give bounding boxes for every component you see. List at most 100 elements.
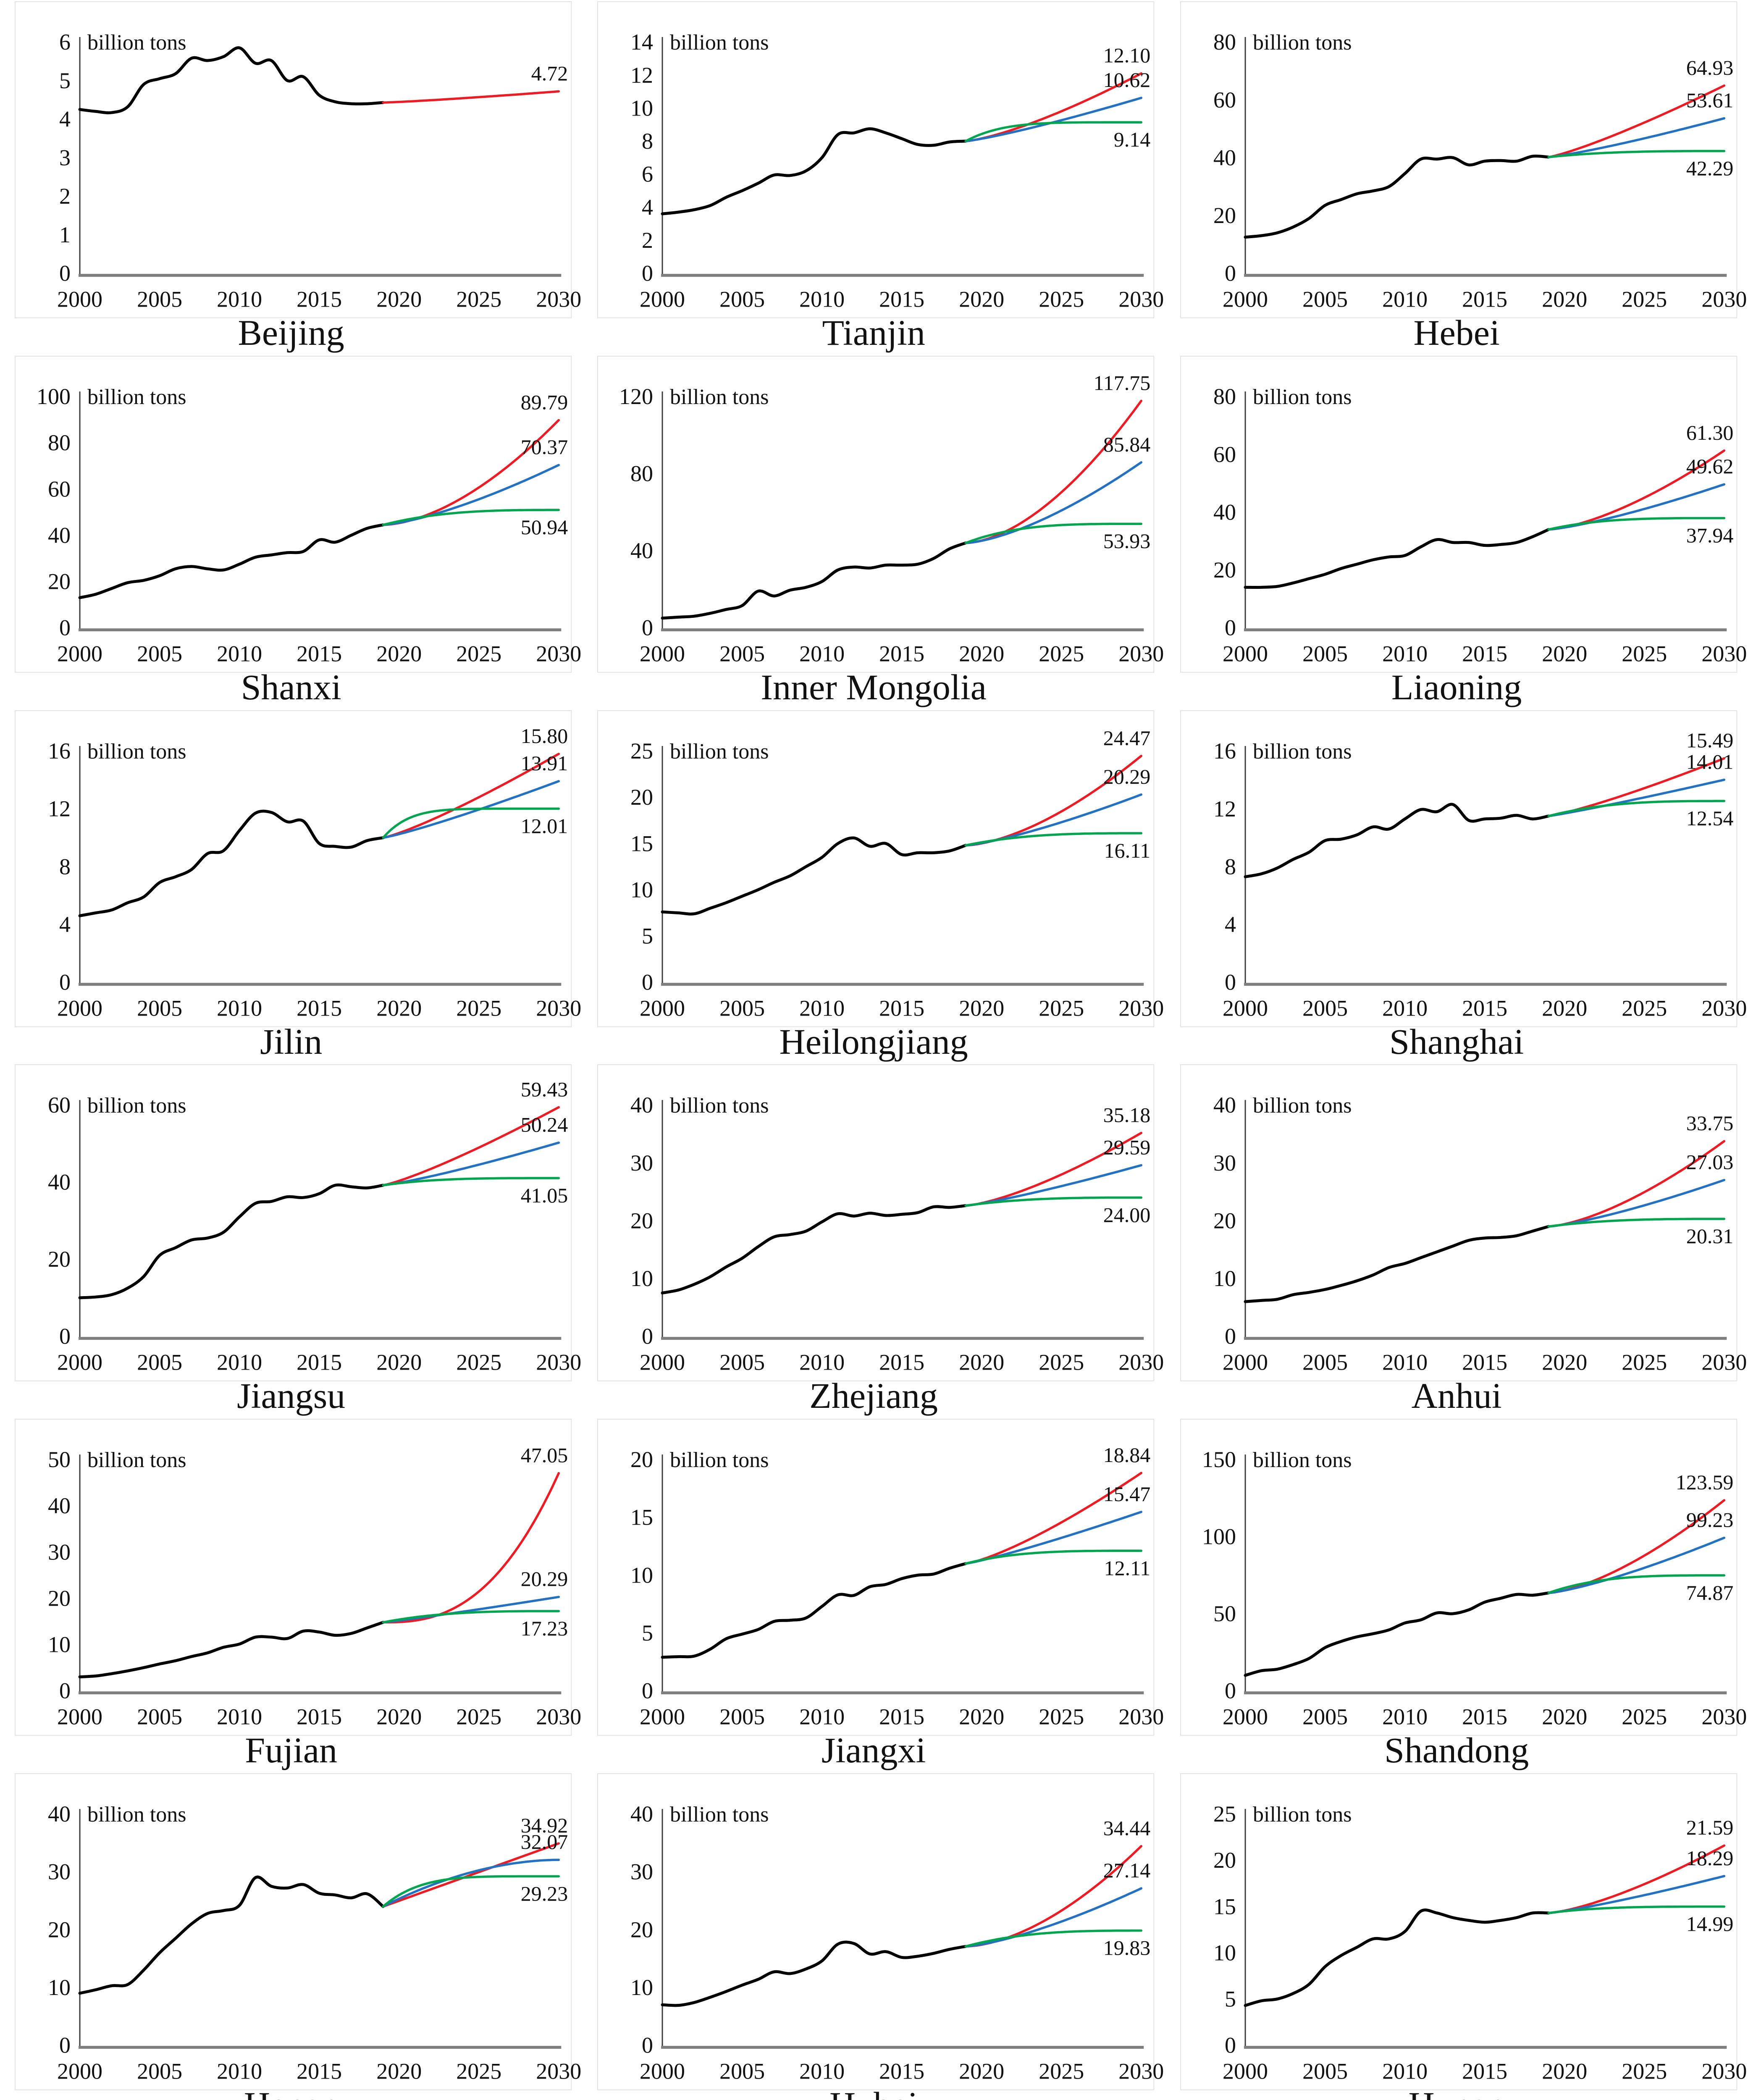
projection-line-green (964, 121, 1143, 142)
x-tick-label: 2010 (799, 2059, 845, 2084)
x-tick-label: 2020 (1542, 995, 1587, 1021)
unit-label: billion tons (670, 1803, 769, 1827)
value-label-blue: 20.29 (1103, 764, 1151, 788)
y-tick-label: 60 (48, 1093, 71, 1118)
y-tick-label: 10 (630, 1975, 653, 2000)
projection-line-green (1547, 1574, 1725, 1594)
chart-panel (15, 1064, 572, 1382)
unit-label: billion tons (1253, 385, 1352, 409)
value-label-blue: 32.07 (521, 1830, 568, 1853)
unit-label: billion tons (87, 1803, 186, 1827)
history-line (1244, 155, 1550, 239)
chart-panel (597, 1, 1155, 318)
x-tick-label: 2030 (1701, 287, 1747, 312)
x-tick-label: 2005 (137, 2059, 182, 2084)
x-tick-label: 2015 (1462, 1704, 1507, 1730)
x-tick-label: 2025 (456, 287, 501, 312)
x-tick-label: 2025 (456, 995, 501, 1021)
chart-panel (15, 1773, 572, 2090)
y-tick-label: 20 (1213, 203, 1236, 228)
y-tick-label: 3 (59, 145, 71, 170)
y-tick-label: 30 (48, 1859, 71, 1885)
x-tick-label: 2000 (640, 995, 685, 1021)
projection-line-red (382, 1472, 560, 1624)
value-label-blue: 70.37 (521, 435, 568, 459)
y-tick-label: 4 (642, 194, 653, 220)
value-label-red: 64.93 (1686, 56, 1733, 79)
chart-title: Tianjin (822, 312, 925, 353)
x-tick-label: 2010 (1382, 641, 1428, 667)
chart-cell: 0 20 40 60 80 2000 2005 2010 2015 2020 2025 2030 bil… (1180, 1, 1747, 353)
x-tick-label: 2000 (640, 1704, 685, 1730)
x-tick-label: 2000 (57, 1704, 102, 1730)
x-tick-label: 2005 (137, 287, 182, 312)
projection-line-blue (964, 1164, 1143, 1207)
projection-line-red (382, 1106, 560, 1187)
x-tick-label: 2005 (137, 641, 182, 667)
history-line (1244, 803, 1550, 878)
projection-line-blue (1547, 1875, 1725, 1914)
x-tick-label: 2005 (137, 995, 182, 1021)
x-tick-label: 2025 (456, 1350, 501, 1375)
y-tick-label: 40 (48, 1494, 71, 1519)
x-tick-label: 2015 (879, 1704, 925, 1730)
history-line (78, 46, 385, 115)
history-line (661, 127, 968, 215)
chart-panel (1180, 1064, 1737, 1382)
x-tick-label: 2020 (959, 995, 1005, 1021)
x-tick-label: 2020 (959, 1350, 1005, 1375)
x-tick-label: 2010 (799, 287, 845, 312)
chart-title: Henan (244, 2084, 338, 2100)
projection-line-blue (964, 1887, 1143, 1948)
y-tick-label: 30 (630, 1150, 653, 1176)
x-tick-label: 2010 (217, 2059, 262, 2084)
y-tick-label: 80 (630, 461, 653, 486)
x-tick-label: 2015 (879, 641, 925, 667)
y-tick-label: 10 (630, 1563, 653, 1588)
y-tick-label: 10 (1213, 1940, 1236, 1966)
y-tick-label: 15 (1213, 1894, 1236, 1919)
projection-line-green (964, 522, 1143, 544)
y-tick-label: 0 (59, 261, 71, 286)
value-label-red: 34.92 (521, 1814, 568, 1837)
unit-label: billion tons (670, 385, 769, 409)
value-label-blue: 99.23 (1686, 1508, 1733, 1532)
x-tick-label: 2015 (1462, 995, 1507, 1021)
y-tick-label: 14 (630, 29, 653, 55)
y-tick-label: 40 (48, 522, 71, 548)
value-label-blue: 20.29 (521, 1567, 568, 1591)
x-tick-label: 2030 (1119, 641, 1164, 667)
x-tick-label: 2000 (640, 641, 685, 667)
chart-title: Liaoning (1391, 667, 1522, 707)
projection-line-green (382, 1610, 560, 1624)
x-tick-label: 2005 (1302, 641, 1348, 667)
y-tick-label: 20 (630, 785, 653, 810)
y-tick-label: 0 (642, 615, 653, 640)
projection-line-green (382, 807, 560, 839)
value-label-red: 24.47 (1103, 726, 1151, 749)
y-tick-label: 6 (59, 29, 71, 55)
x-tick-label: 2015 (879, 1350, 925, 1375)
x-tick-label: 2030 (1701, 2059, 1747, 2084)
value-label-green: 24.00 (1103, 1203, 1151, 1227)
y-tick-label: 25 (630, 738, 653, 764)
x-tick-label: 2025 (1039, 287, 1084, 312)
value-label-red: 117.75 (1094, 371, 1151, 394)
projection-line-blue (382, 1142, 560, 1187)
y-tick-label: 0 (59, 2033, 71, 2058)
y-tick-label: 60 (48, 476, 71, 501)
chart-panel (15, 355, 572, 673)
x-tick-label: 2030 (536, 995, 581, 1021)
projection-line-blue (382, 1596, 560, 1624)
projection-line-blue (1547, 117, 1725, 158)
x-tick-label: 2030 (1119, 1350, 1164, 1375)
x-tick-label: 2000 (640, 1350, 685, 1375)
unit-label: billion tons (670, 31, 769, 55)
y-tick-label: 40 (630, 538, 653, 563)
projection-line-green (382, 1177, 560, 1187)
y-tick-label: 150 (1202, 1447, 1236, 1472)
y-tick-label: 0 (59, 969, 71, 995)
